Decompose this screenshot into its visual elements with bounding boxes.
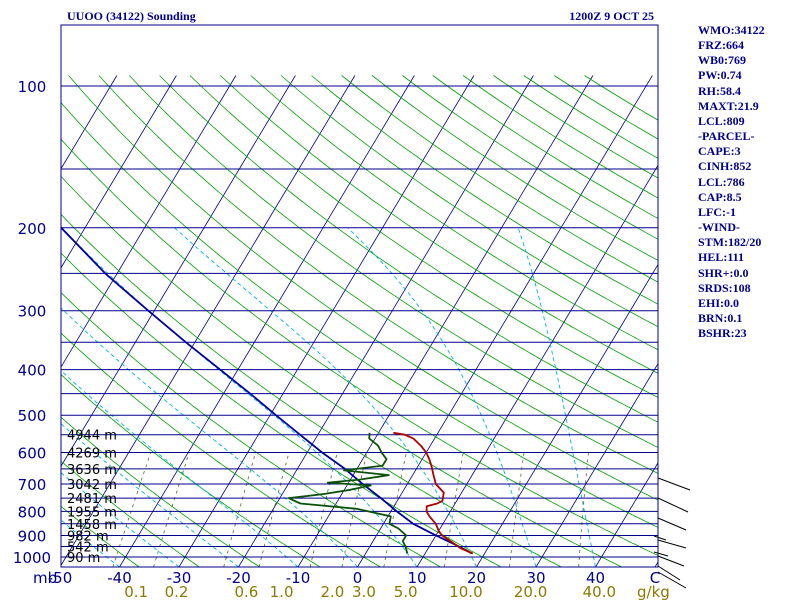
pressure-tick-label: 200 bbox=[18, 220, 47, 238]
index-line: SHR+:0.0 bbox=[698, 266, 765, 281]
pressure-tick-label: 700 bbox=[18, 476, 47, 494]
sounding-datetime: 1200Z 9 OCT 25 bbox=[569, 9, 654, 24]
index-line: PW:0.74 bbox=[698, 68, 765, 83]
dry-adiabat-line bbox=[585, 76, 800, 568]
mixing-ratio-tick-label: 0.6 bbox=[234, 583, 258, 600]
dry-adiabat-line bbox=[99, 76, 800, 568]
pressure-tick-label: 1000 bbox=[13, 549, 51, 567]
height-label: 4269 m bbox=[67, 447, 117, 462]
pressure-tick-label: 300 bbox=[18, 303, 47, 321]
wind-barb bbox=[658, 556, 684, 566]
pressure-tick-label: 800 bbox=[18, 503, 47, 521]
wind-barb bbox=[654, 552, 668, 556]
mixing-ratio-line bbox=[259, 453, 289, 568]
mixing-ratio-line bbox=[510, 453, 525, 568]
moist-adiabat-line bbox=[348, 228, 536, 567]
wind-barb bbox=[654, 536, 666, 540]
pressure-tick-label: 600 bbox=[18, 445, 47, 463]
index-line: EHI:0.0 bbox=[698, 296, 765, 311]
mixing-ratio-tick-label: 0.1 bbox=[124, 583, 148, 600]
height-label: 3042 m bbox=[67, 478, 117, 493]
wind-barb bbox=[658, 518, 686, 530]
wind-barb bbox=[658, 540, 686, 548]
index-line: CINH:852 bbox=[698, 159, 765, 174]
index-line: WMO:34122 bbox=[698, 23, 765, 38]
index-line: CAP:8.5 bbox=[698, 190, 765, 205]
mixing-ratio-tick-label: 0.2 bbox=[165, 583, 189, 600]
index-line: HEL:111 bbox=[698, 250, 765, 265]
pressure-tick-label: 500 bbox=[18, 407, 47, 425]
index-line: -WIND- bbox=[698, 220, 765, 235]
wind-barb bbox=[658, 478, 690, 490]
index-line: MAXT:21.9 bbox=[698, 99, 765, 114]
mixing-ratio-tick-label: 2.0 bbox=[321, 583, 345, 600]
height-label: 3636 m bbox=[67, 463, 117, 478]
pressure-tick-label: 400 bbox=[18, 362, 47, 380]
moist-adiabat-line bbox=[0, 228, 357, 567]
moist-adiabat-line bbox=[175, 228, 477, 567]
mixing-ratio-tick-label: 10.0 bbox=[449, 583, 482, 600]
moist-adiabat-line bbox=[518, 228, 595, 567]
index-line: LCL:809 bbox=[698, 114, 765, 129]
wind-barb bbox=[658, 498, 688, 512]
mixing-ratio-tick-label: 20.0 bbox=[514, 583, 547, 600]
mixing-ratio-unit-label: g/kg bbox=[637, 583, 670, 600]
isotherm-line bbox=[417, 76, 712, 567]
index-line: BSHR:23 bbox=[698, 326, 765, 341]
index-line: BRN:0.1 bbox=[698, 311, 765, 326]
index-line: FRZ:664 bbox=[698, 38, 765, 53]
index-line: SRDS:108 bbox=[698, 281, 765, 296]
height-label: 90 m bbox=[67, 551, 100, 566]
isotherm-line bbox=[298, 76, 593, 567]
index-line: STM:182/20 bbox=[698, 235, 765, 250]
mixing-ratio-tick-label: 5.0 bbox=[394, 583, 418, 600]
index-line: RH:58.4 bbox=[698, 84, 765, 99]
mixing-ratio-tick-label: 1.0 bbox=[270, 583, 294, 600]
pressure-tick-label: 100 bbox=[18, 78, 47, 96]
index-line: WB0:769 bbox=[698, 53, 765, 68]
index-line: -PARCEL- bbox=[698, 129, 765, 144]
mixing-ratio-line bbox=[154, 453, 190, 568]
mixing-ratio-line bbox=[310, 453, 337, 568]
mixing-ratio-tick-label: 40.0 bbox=[583, 583, 616, 600]
height-label: 4944 m bbox=[67, 429, 117, 444]
sounding-title: UUOO (34122) Sounding bbox=[67, 9, 196, 24]
index-line: LFC:-1 bbox=[698, 205, 765, 220]
pressure-tick-label: 900 bbox=[18, 527, 47, 545]
temperature-tick-label: -50 bbox=[48, 569, 73, 587]
mixing-ratio-tick-label: 3.0 bbox=[352, 583, 376, 600]
index-line: LCL:786 bbox=[698, 175, 765, 190]
index-line: CAPE:3 bbox=[698, 144, 765, 159]
isotherm-line bbox=[120, 76, 415, 567]
